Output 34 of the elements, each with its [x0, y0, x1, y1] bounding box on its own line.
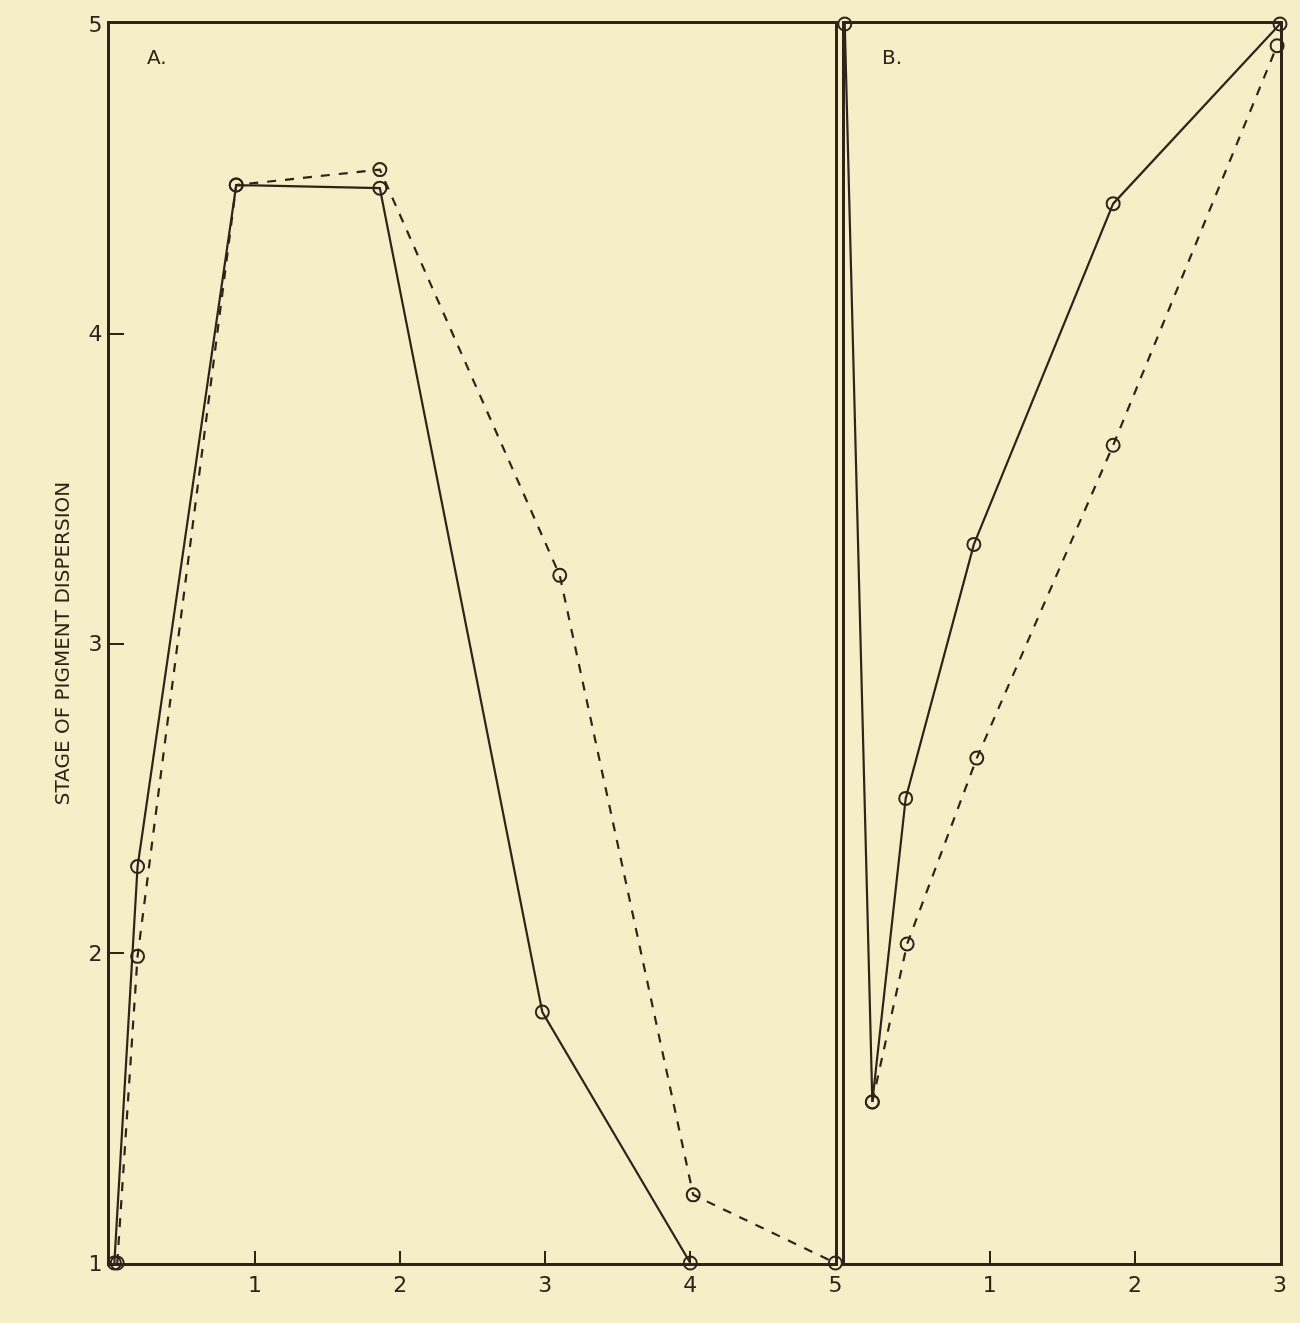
annotation: A.: [147, 45, 167, 69]
y-tick-label: 4: [88, 321, 103, 347]
point: [130, 859, 146, 875]
point: [1269, 38, 1285, 54]
x-tick-label: 2: [1127, 1272, 1142, 1298]
x-tick-label: 1: [982, 1272, 997, 1298]
x-tick-label: 5: [828, 1272, 843, 1298]
y-tick-label: 2: [88, 940, 103, 966]
point: [899, 936, 915, 952]
x-tick-label: 3: [1273, 1272, 1287, 1298]
x-tick-label: 3: [538, 1272, 553, 1298]
y-tick-label: 3: [88, 631, 103, 657]
point: [682, 1255, 698, 1271]
point: [969, 750, 985, 766]
point: [534, 1004, 550, 1020]
point: [1105, 437, 1121, 453]
point: [130, 948, 146, 964]
x-tick-label: 2: [393, 1272, 408, 1298]
point: [837, 16, 853, 32]
y-axis-title: STAGE OF PIGMENT DISPERSION: [50, 481, 75, 806]
point: [1105, 196, 1121, 212]
y-tick-label: 5: [88, 11, 103, 37]
point: [1272, 16, 1288, 32]
point: [827, 1255, 843, 1271]
x-tick-label: 4: [683, 1272, 698, 1298]
point: [372, 162, 388, 178]
x-tick-label: 1: [248, 1272, 263, 1298]
point: [372, 180, 388, 196]
point: [552, 567, 568, 583]
point: [685, 1187, 701, 1203]
annotation: B.: [882, 45, 903, 69]
point: [966, 536, 982, 552]
point: [898, 790, 914, 806]
y-tick-label: 1: [88, 1250, 103, 1276]
